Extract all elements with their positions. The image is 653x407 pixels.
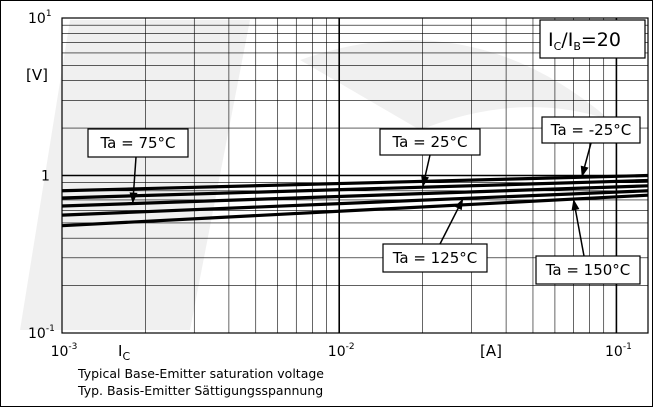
axis-labels: 101 1 10-1 [V] 10-3 10-2 10-1 IC [A] — [26, 9, 632, 363]
parameter-label: IC/IB=20 — [539, 19, 646, 59]
x-tick-label: 10-1 — [605, 342, 632, 360]
series-line — [61, 193, 649, 228]
annotation-arrowhead — [571, 199, 580, 211]
parameter-box — [539, 19, 646, 59]
curves — [61, 173, 649, 228]
annotation-arrows — [129, 142, 592, 257]
y-tick-label: 101 — [28, 9, 52, 27]
series-line — [61, 189, 649, 217]
caption: Typical Base-Emitter saturation voltage T… — [77, 366, 324, 398]
x-tick-label: 10-2 — [328, 342, 355, 360]
annotation-arrowhead — [129, 192, 138, 204]
annotation-box — [382, 243, 488, 273]
y-unit-label: [V] — [26, 66, 48, 84]
annotations: Ta = 75°C Ta = 25°C Ta = -25°C Ta = 125°C Ta… — [87, 116, 641, 285]
annotation-label: Ta = 25°C — [391, 133, 467, 151]
series-line — [61, 178, 649, 200]
annotation-box — [541, 116, 641, 144]
annotation-label: Ta = 150°C — [545, 261, 631, 279]
x-tick-label: 10-3 — [51, 342, 78, 360]
parameter-text: IC/IB=20 — [548, 29, 621, 53]
annotation-arrowhead — [421, 175, 430, 188]
annotation-label: Ta = 75°C — [99, 134, 175, 152]
x-unit-label: [A] — [480, 342, 502, 360]
grid — [61, 17, 649, 334]
y-tick-label: 1 — [41, 169, 50, 185]
annotation-label: Ta = -25°C — [550, 121, 631, 139]
caption-line: Typ. Basis-Emitter Sättigungsspannung — [77, 383, 323, 398]
annotation-box — [535, 255, 641, 285]
caption-line: Typical Base-Emitter saturation voltage — [77, 366, 324, 381]
annotation-box — [379, 128, 481, 156]
series-line — [61, 184, 649, 208]
annotation-box — [87, 128, 189, 158]
series-line — [61, 173, 649, 193]
y-tick-label: 10-1 — [28, 324, 55, 342]
x-axis-label: IC — [118, 342, 130, 363]
annotation-arrowhead — [580, 165, 589, 178]
annotation-arrowhead — [454, 198, 464, 211]
annotation-label: Ta = 125°C — [392, 249, 478, 267]
